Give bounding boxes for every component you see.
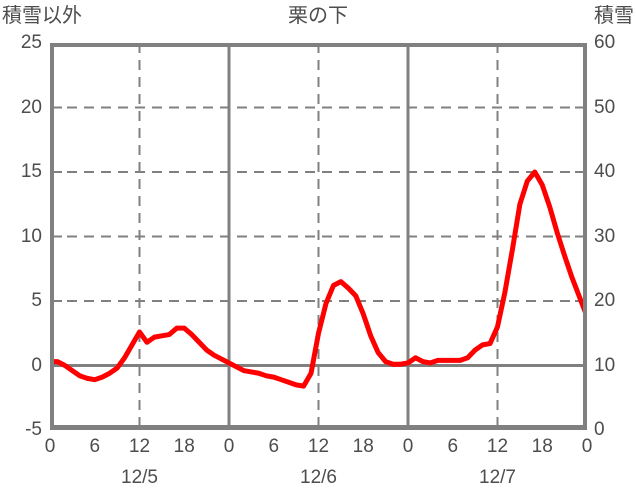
y-tick-left: 20: [20, 96, 42, 118]
left-axis-title: 積雪以外: [2, 5, 82, 27]
y-tick-left: 15: [20, 161, 42, 182]
y-tick-left: -5: [25, 419, 42, 440]
x-tick: 0: [402, 436, 414, 457]
day-label: 12/5: [121, 467, 158, 488]
y-tick-left: 10: [20, 225, 42, 247]
chart-title: 栗の下: [288, 5, 348, 27]
y-tick-right: 50: [594, 96, 616, 118]
x-tick: 0: [581, 436, 593, 457]
series-line-non-snow: [50, 169, 587, 389]
y-tick-right: 20: [594, 290, 616, 311]
y-tick-right: 10: [594, 354, 616, 376]
x-tick: 18: [531, 436, 553, 457]
plot-area: [50, 43, 587, 430]
y-tick-right: 40: [594, 161, 616, 182]
series-layer: [50, 169, 587, 430]
x-tick: 12: [307, 436, 330, 457]
y-tick-right: 30: [594, 225, 616, 247]
right-axis-title: 積雪: [594, 5, 634, 27]
x-tick: 12: [486, 436, 509, 457]
x-tick: 12: [128, 436, 151, 457]
y-tick-left: 0: [31, 354, 42, 376]
plot-canvas: [50, 43, 587, 430]
x-tick: 0: [44, 436, 56, 457]
day-label: 12/7: [479, 467, 516, 488]
y-tick-left: 25: [20, 32, 42, 53]
x-tick: 6: [268, 436, 280, 457]
day-label: 12/6: [300, 467, 337, 488]
x-tick: 18: [173, 436, 195, 457]
y-tick-right: 0: [594, 419, 605, 440]
grid-layer: [50, 43, 587, 430]
x-tick: 6: [447, 436, 459, 457]
y-tick-left: 5: [31, 290, 42, 311]
x-tick: 6: [89, 436, 101, 457]
x-tick: 18: [352, 436, 374, 457]
y-tick-right: 60: [594, 32, 616, 53]
x-tick: 0: [223, 436, 235, 457]
